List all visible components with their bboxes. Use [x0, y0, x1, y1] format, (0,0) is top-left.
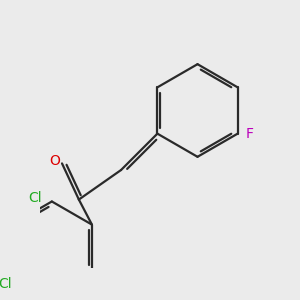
Text: Cl: Cl: [28, 191, 42, 205]
Text: O: O: [49, 154, 60, 168]
Text: Cl: Cl: [0, 277, 12, 291]
Text: F: F: [245, 127, 253, 141]
